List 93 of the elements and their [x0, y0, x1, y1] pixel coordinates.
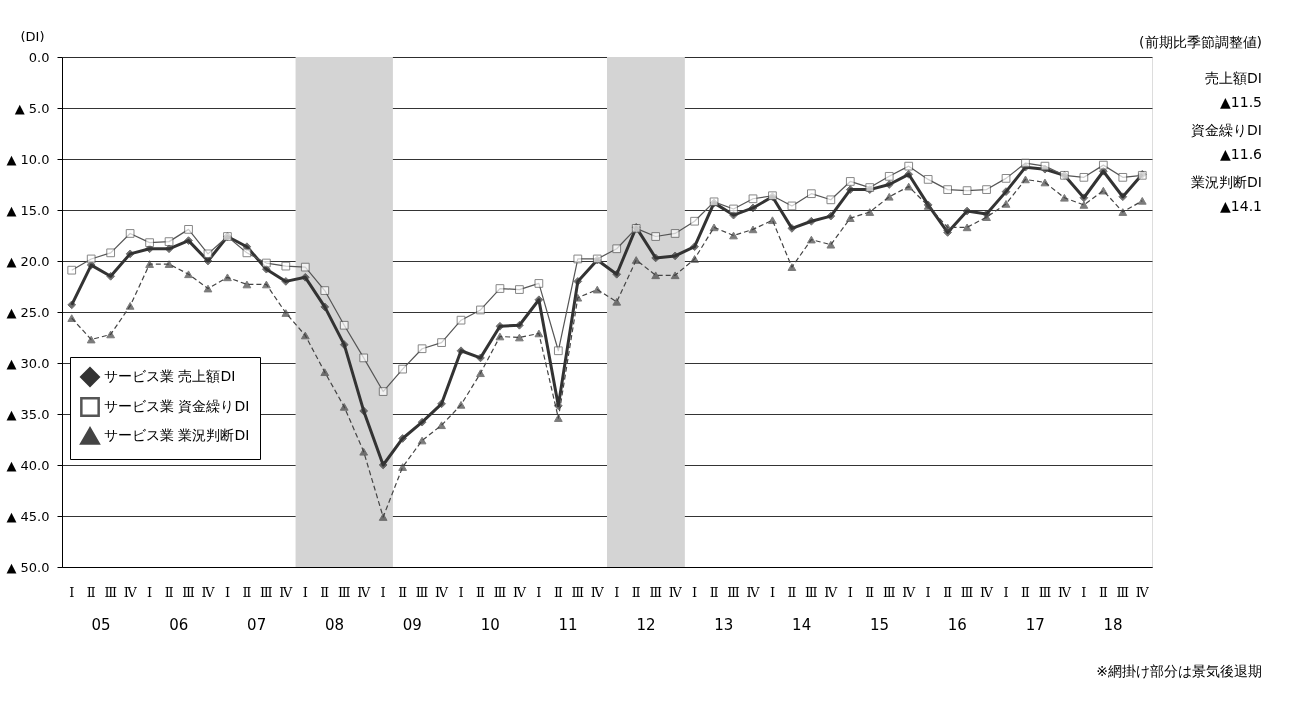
legend-label: サービス業 資金繰りDI [104, 398, 250, 414]
x-tick-label: Ⅲ [104, 585, 117, 600]
text: 09 [402, 616, 422, 634]
text: 05 [91, 616, 111, 634]
x-tick-label: Ⅲ [493, 585, 507, 600]
text: 14 [792, 616, 812, 634]
text: 08 [324, 616, 345, 634]
x-tick-label: Ⅳ [902, 585, 917, 600]
x-tick-label: Ⅱ [164, 585, 174, 600]
x-tick-label: Ⅳ [980, 585, 995, 600]
text: 18 [1103, 616, 1123, 634]
x-tick-label: Ⅲ [260, 585, 273, 600]
x-tick-label: Ⅰ [536, 585, 542, 600]
x-tick-label: Ⅳ [435, 585, 450, 600]
y-tick-label: ▲ 10.0 [6, 151, 50, 167]
y-tick-label: 0.0 [28, 49, 50, 65]
x-tick-label: Ⅳ [824, 585, 839, 600]
y-axis-title: (DI) [20, 28, 45, 44]
x-tick-label: Ⅲ [1116, 585, 1130, 600]
x-tick-label: Ⅱ [865, 585, 875, 600]
text: 06 [169, 616, 189, 634]
y-tick-label: ▲ 20.0 [6, 253, 50, 269]
text: ※網掛け部分は景気後退期 [1096, 663, 1262, 679]
x-tick-label: Ⅲ [337, 585, 351, 600]
x-tick-label: Ⅰ [302, 585, 308, 600]
x-tick-label: Ⅱ [1098, 585, 1108, 600]
x-tick-label: Ⅰ [692, 585, 698, 600]
x-tick-label: Ⅱ [943, 585, 953, 600]
text: 17 [1025, 616, 1045, 634]
x-tick-label: Ⅱ [1021, 585, 1031, 600]
x-tick-label: Ⅲ [649, 585, 662, 600]
x-tick-label: Ⅱ [709, 585, 719, 600]
x-tick-label: Ⅳ [279, 585, 294, 600]
x-tick-label: Ⅰ [1081, 585, 1087, 600]
text: (前期比季節調整値) [1139, 34, 1262, 50]
x-tick-label: Ⅳ [1135, 585, 1150, 600]
y-tick-label: ▲ 30.0 [6, 355, 50, 371]
y-tick-label: ▲ 45.0 [6, 508, 50, 524]
x-tick-label: Ⅳ [590, 585, 605, 600]
x-tick-label: Ⅳ [123, 585, 138, 600]
x-tick-label: Ⅱ [787, 585, 797, 600]
text: ▲11.5 [1220, 94, 1262, 110]
legend-label: サービス業 売上額DI [104, 368, 236, 384]
x-tick-label: Ⅳ [201, 585, 216, 600]
x-tick-label: Ⅲ [182, 585, 195, 600]
text: 資金繰りDI [1191, 122, 1262, 138]
x-tick-label: Ⅰ [847, 585, 853, 600]
x-tick-label: Ⅰ [1003, 585, 1009, 600]
x-tick-label: Ⅲ [415, 585, 429, 600]
x-tick-label: Ⅱ [631, 585, 641, 600]
x-tick-label: Ⅰ [380, 585, 386, 600]
x-tick-label: Ⅳ [668, 585, 683, 600]
x-tick-label: Ⅳ [1057, 585, 1072, 600]
x-tick-label: Ⅱ [242, 585, 252, 600]
text: 11 [558, 616, 578, 634]
x-tick-label: Ⅲ [1038, 585, 1052, 600]
x-tick-label: Ⅱ [553, 585, 563, 600]
x-tick-label: Ⅲ [805, 585, 818, 600]
text: 業況判断DI [1191, 174, 1262, 190]
x-tick-label: Ⅰ [769, 585, 776, 600]
x-tick-label: Ⅰ [224, 585, 231, 600]
x-tick-label: Ⅰ [614, 585, 620, 600]
text: ▲14.1 [1220, 198, 1262, 214]
x-tick-label: Ⅳ [512, 585, 527, 600]
text: 13 [714, 616, 734, 634]
text: ▲11.6 [1220, 146, 1263, 162]
y-tick-label: ▲ 50.0 [6, 559, 50, 575]
text: 売上額DI [1205, 70, 1262, 86]
y-tick-label: ▲ 15.0 [6, 202, 50, 218]
x-tick-label: Ⅰ [147, 585, 153, 600]
x-tick-label: Ⅱ [476, 585, 486, 600]
x-tick-label: Ⅰ [925, 585, 931, 600]
y-tick-label: ▲ 5.0 [14, 100, 50, 116]
x-tick-label: Ⅱ [398, 585, 408, 600]
text: 10 [480, 616, 500, 634]
legend-label: サービス業 業況判断DI [104, 427, 250, 443]
text: 07 [247, 616, 267, 634]
x-tick-label: Ⅰ [458, 585, 464, 600]
text: 16 [947, 616, 967, 634]
x-tick-label: Ⅳ [357, 585, 372, 600]
text: 15 [869, 616, 890, 634]
x-tick-label: Ⅲ [882, 585, 896, 600]
x-tick-label: Ⅳ [746, 585, 761, 600]
x-tick-label: Ⅲ [960, 585, 974, 600]
text: 12 [636, 616, 656, 634]
x-tick-label: Ⅲ [571, 585, 585, 600]
y-tick-label: ▲ 40.0 [6, 457, 50, 473]
y-tick-label: ▲ 25.0 [6, 304, 50, 320]
x-tick-label: Ⅱ [86, 585, 96, 600]
x-tick-label: Ⅲ [727, 585, 740, 600]
y-tick-label: ▲ 35.0 [6, 406, 50, 422]
x-tick-label: Ⅰ [69, 585, 75, 600]
x-tick-label: Ⅱ [320, 585, 330, 600]
